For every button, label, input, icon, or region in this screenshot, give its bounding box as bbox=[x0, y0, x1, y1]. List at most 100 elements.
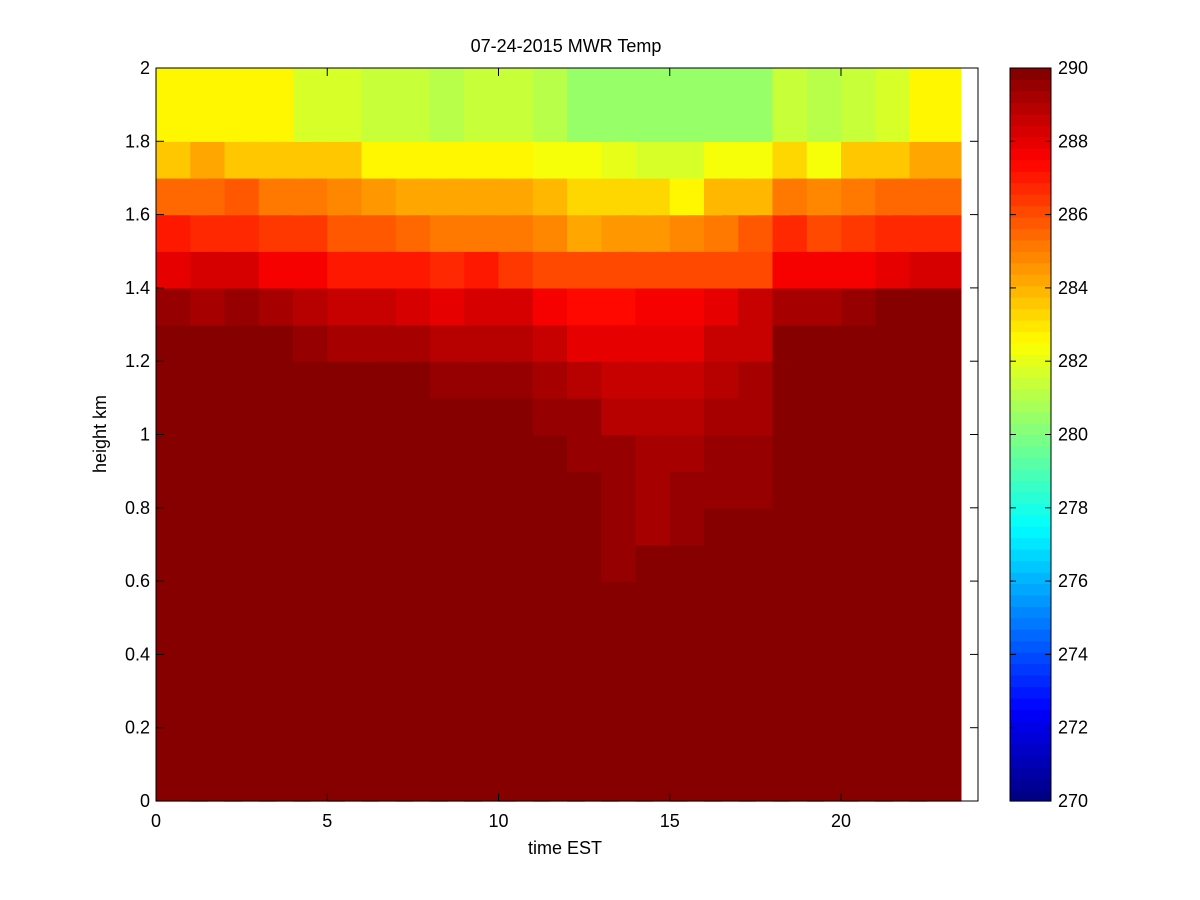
heatmap-cells bbox=[156, 68, 962, 802]
y-tick-label: 0.8 bbox=[125, 498, 150, 518]
chart-title: 07-24-2015 MWR Temp bbox=[471, 36, 662, 56]
x-tick-label: 10 bbox=[488, 811, 508, 831]
y-axis-label: height km bbox=[90, 395, 110, 473]
colorbar-segment bbox=[1010, 491, 1051, 504]
heatmap-cell bbox=[909, 581, 962, 619]
colorbar-tick-label: 290 bbox=[1058, 58, 1088, 78]
colorbar-segment bbox=[1010, 537, 1051, 550]
colorbar-segment bbox=[1010, 354, 1051, 367]
colorbar-segment bbox=[1010, 571, 1051, 584]
colorbar-segment bbox=[1010, 617, 1051, 630]
colorbar-segment bbox=[1010, 640, 1051, 653]
y-tick-label: 0.6 bbox=[125, 571, 150, 591]
colorbar-segment bbox=[1010, 583, 1051, 596]
heatmap-cell bbox=[909, 654, 962, 692]
colorbar-segment bbox=[1010, 400, 1051, 413]
y-tick-label: 1.4 bbox=[125, 278, 150, 298]
colorbar-tick-label: 282 bbox=[1058, 351, 1088, 371]
colorbar-segment bbox=[1010, 79, 1051, 92]
y-tick-label: 1.6 bbox=[125, 205, 150, 225]
colorbar-segment bbox=[1010, 423, 1051, 436]
colorbar-segment bbox=[1010, 503, 1051, 516]
colorbar-segment bbox=[1010, 434, 1051, 447]
colorbar-segment bbox=[1010, 388, 1051, 401]
colorbar-tick-label: 284 bbox=[1058, 278, 1088, 298]
colorbar-segment bbox=[1010, 239, 1051, 252]
colorbar-ticks: 270 272 274 276 278 280 282 284 286 288 290 bbox=[1010, 58, 1088, 811]
colorbar-segment bbox=[1010, 297, 1051, 310]
colorbar-segment bbox=[1010, 148, 1051, 161]
colorbar-segment bbox=[1010, 445, 1051, 458]
colorbar-segment bbox=[1010, 125, 1051, 138]
x-tick-label: 15 bbox=[660, 811, 680, 831]
colorbar-segment bbox=[1010, 90, 1051, 103]
colorbar-tick-label: 274 bbox=[1058, 644, 1088, 664]
colorbar-segment bbox=[1010, 274, 1051, 287]
colorbar-segment bbox=[1010, 136, 1051, 149]
colorbar-segment bbox=[1010, 365, 1051, 378]
y-axis-ticks: 0 0.2 0.4 0.6 0.8 1 1.2 1.4 1.6 1.8 2 bbox=[125, 58, 978, 811]
colorbar-segment bbox=[1010, 697, 1051, 710]
heatmap-cell bbox=[909, 471, 962, 509]
heatmap-cell bbox=[909, 141, 962, 179]
heatmap-cell bbox=[909, 507, 962, 546]
heatmap-cell bbox=[909, 68, 962, 142]
colorbar-segment bbox=[1010, 720, 1051, 733]
y-tick-label: 0 bbox=[140, 791, 150, 811]
colorbar-segment bbox=[1010, 766, 1051, 779]
colorbar-segment bbox=[1010, 159, 1051, 172]
colorbar-tick-label: 278 bbox=[1058, 498, 1088, 518]
colorbar-segment bbox=[1010, 686, 1051, 699]
colorbar-segment bbox=[1010, 342, 1051, 355]
colorbar-segment bbox=[1010, 171, 1051, 184]
colorbar-segment bbox=[1010, 228, 1051, 241]
colorbar-segment bbox=[1010, 629, 1051, 642]
colorbar-segment bbox=[1010, 560, 1051, 573]
colorbar-tick-label: 270 bbox=[1058, 791, 1088, 811]
colorbar-tick-label: 276 bbox=[1058, 571, 1088, 591]
colorbar-segment bbox=[1010, 606, 1051, 619]
heatmap-cell bbox=[909, 397, 962, 436]
y-tick-label: 2 bbox=[140, 58, 150, 78]
colorbar-segment bbox=[1010, 675, 1051, 688]
colorbar-segment bbox=[1010, 308, 1051, 321]
heatmap-cell bbox=[909, 251, 962, 289]
y-tick-label: 1 bbox=[140, 425, 150, 445]
colorbar-segment bbox=[1010, 709, 1051, 722]
colorbar-segment bbox=[1010, 480, 1051, 493]
x-tick-label: 20 bbox=[831, 811, 851, 831]
colorbar-tick-label: 288 bbox=[1058, 131, 1088, 151]
colorbar-segment bbox=[1010, 411, 1051, 424]
y-tick-label: 1.8 bbox=[125, 131, 150, 151]
colorbar-segment bbox=[1010, 732, 1051, 745]
heatmap-cell bbox=[909, 691, 962, 729]
colorbar-segment bbox=[1010, 331, 1051, 344]
colorbar-segment bbox=[1010, 468, 1051, 481]
heatmap-cell bbox=[909, 214, 962, 252]
heatmap-cell bbox=[909, 324, 962, 362]
heatmap-cell bbox=[909, 544, 962, 582]
colorbar-segment bbox=[1010, 113, 1051, 126]
colorbar-segment bbox=[1010, 652, 1051, 665]
y-tick-label: 0.4 bbox=[125, 644, 150, 664]
colorbar-segment bbox=[1010, 102, 1051, 115]
colorbar-segment bbox=[1010, 549, 1051, 562]
colorbar-segment bbox=[1010, 251, 1051, 264]
x-axis-ticks: 0 5 10 15 20 bbox=[151, 68, 851, 831]
colorbar-segment bbox=[1010, 514, 1051, 527]
colorbar-segment bbox=[1010, 262, 1051, 275]
heatmap-cell bbox=[909, 617, 962, 655]
x-tick-label: 5 bbox=[322, 811, 332, 831]
colorbar-segment bbox=[1010, 755, 1051, 768]
colorbar-segment bbox=[1010, 182, 1051, 195]
heatmap-cell bbox=[909, 727, 962, 765]
colorbar-segment bbox=[1010, 663, 1051, 676]
y-tick-label: 1.2 bbox=[125, 351, 150, 371]
y-tick-label: 0.2 bbox=[125, 718, 150, 738]
colorbar-segment bbox=[1010, 457, 1051, 470]
heatmap-cell bbox=[909, 287, 962, 326]
heatmap-cell bbox=[909, 361, 962, 399]
colorbar-tick-label: 272 bbox=[1058, 718, 1088, 738]
heatmap-cell bbox=[909, 177, 962, 216]
